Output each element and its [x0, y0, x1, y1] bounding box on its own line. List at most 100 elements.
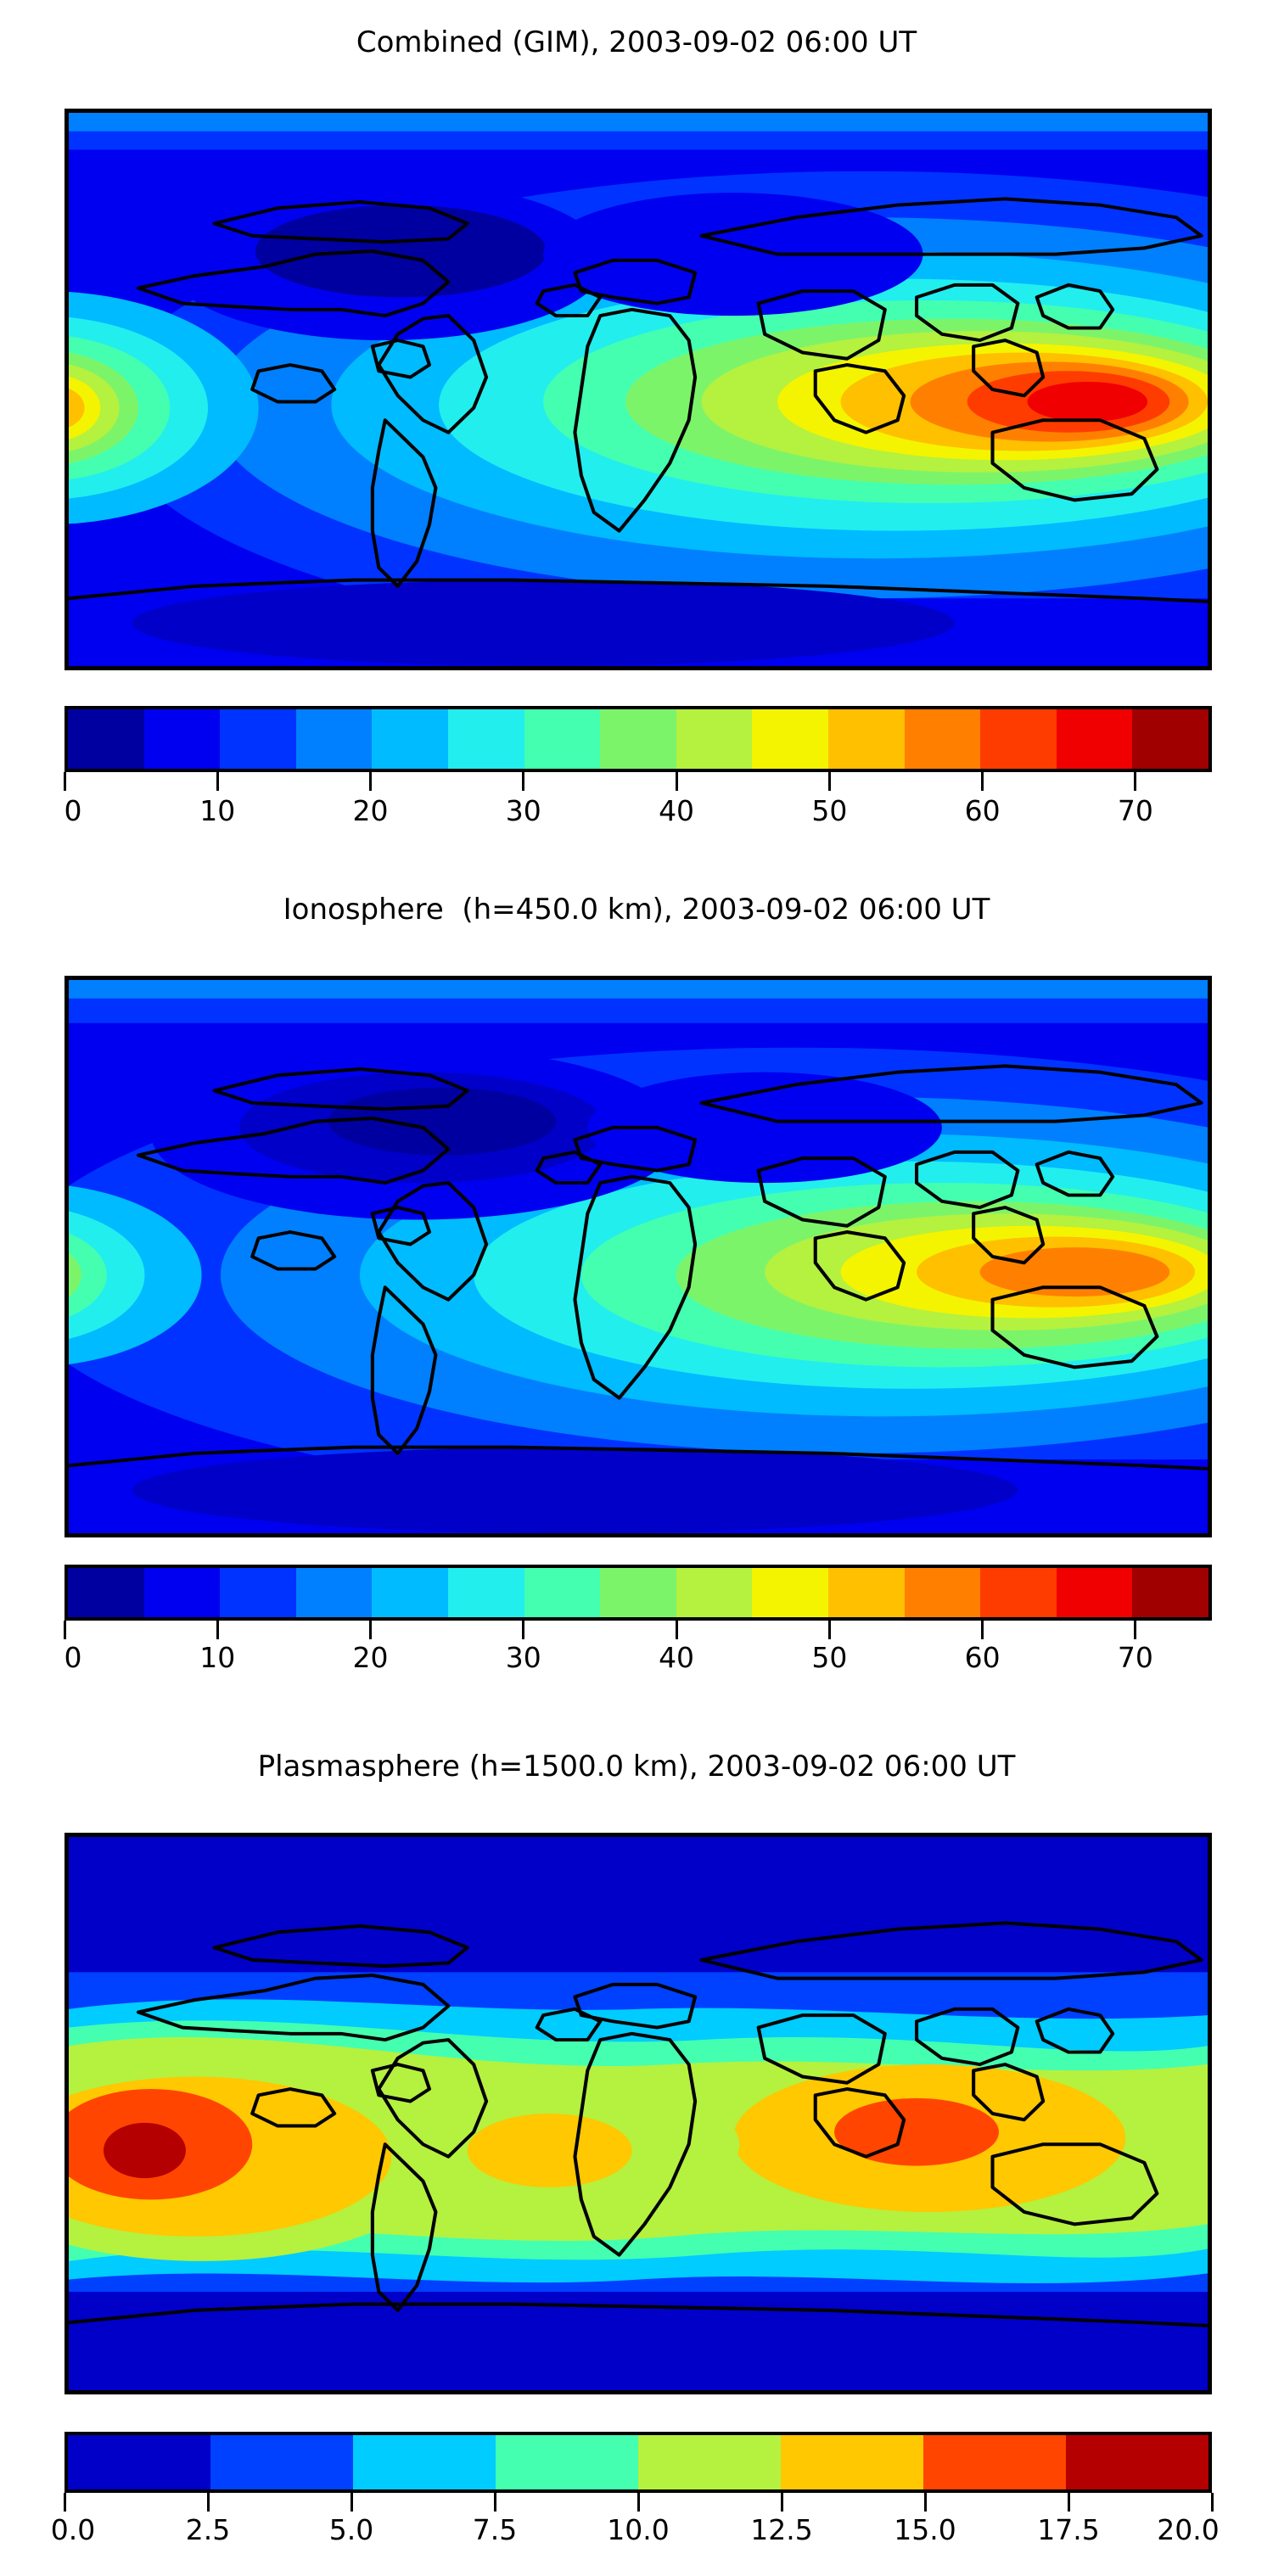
- colorbar-tick: [981, 1621, 984, 1639]
- coastlines-combined: [69, 197, 1208, 603]
- colorbar-tick-label: 10.0: [607, 2513, 670, 2546]
- colorbar-segment: [1056, 1568, 1133, 1617]
- colorbar-labels-ionosphere: 0 10 20 30 40 50 60 70: [64, 1641, 1212, 1680]
- colorbar-tick: [636, 2493, 640, 2512]
- colorbar-tick-label: 70: [1117, 794, 1153, 827]
- colorbar-tick: [1134, 772, 1137, 791]
- colorbar-tick-label: 20.0: [1157, 2513, 1220, 2546]
- colorbar-segment: [447, 1568, 524, 1617]
- colorbar-segment: [980, 709, 1057, 769]
- map-svg-plasmasphere: [69, 1837, 1208, 2390]
- colorbar-segment: [496, 2435, 638, 2489]
- colorbar-tick-label: 15.0: [894, 2513, 956, 2546]
- colorbar-tick-label: 0: [64, 794, 82, 827]
- colorbar-tick-label: 17.5: [1037, 2513, 1100, 2546]
- colorbar-tick: [493, 2493, 496, 2512]
- colorbar-tick: [369, 772, 373, 791]
- colorbar-segment: [980, 1568, 1057, 1617]
- colorbar-combined-gim: 0 10 20 30 40 50 60 70: [63, 706, 1212, 850]
- colorbar-segment: [904, 1568, 981, 1617]
- colorbar-segment: [827, 709, 905, 769]
- colorbar-tick-label: 50: [811, 1641, 848, 1674]
- colorbar-tick: [522, 1621, 525, 1639]
- colorbar-segment: [210, 2435, 353, 2489]
- map-plasmasphere: [64, 1833, 1212, 2394]
- colorbar-tick-label: 0: [64, 1641, 82, 1674]
- coastlines-plasmasphere: [69, 1921, 1208, 2327]
- map-svg-combined-gim: [69, 113, 1208, 666]
- colorbar-tick: [1067, 2493, 1070, 2512]
- colorbar-ticks-plasmasphere: [63, 2493, 1214, 2512]
- colorbar-tick-label: 20: [352, 794, 389, 827]
- panel-title-plasmasphere: Plasmasphere (h=1500.0 km), 2003-09-02 0…: [257, 1750, 1016, 1784]
- colorbar-tick-label: 60: [964, 1641, 1001, 1674]
- colorbar-tick: [981, 772, 984, 791]
- colorbar-plasmasphere: 0.0 2.5 5.0 7.5 10.0 12.5 15.0 17.5 20.0: [51, 2432, 1220, 2576]
- colorbar-tick: [1134, 1621, 1137, 1639]
- colorbar-segment: [1066, 2435, 1209, 2489]
- colorbar-segment: [676, 1568, 753, 1617]
- contour-field-ionosphere: [69, 980, 1208, 1533]
- colorbar-tick: [63, 2493, 66, 2512]
- colorbar-labels-plasmasphere: 0.0 2.5 5.0 7.5 10.0 12.5 15.0 17.5 20.0: [51, 2513, 1220, 2552]
- colorbar-segment: [372, 1568, 448, 1617]
- colorbar-tick-label: 40: [659, 794, 695, 827]
- colorbar-tick: [827, 772, 831, 791]
- colorbar-segment: [1132, 709, 1209, 769]
- colorbar-segment: [524, 709, 601, 769]
- colorbar-gradient-ionosphere: [64, 1565, 1212, 1621]
- colorbar-segment: [1056, 709, 1133, 769]
- colorbar-segment: [752, 709, 828, 769]
- panel-title-ionosphere: Ionosphere (h=450.0 km), 2003-09-02 06:0…: [283, 893, 990, 927]
- contour-field-plasmasphere: [69, 1837, 1208, 2390]
- colorbar-segment: [295, 709, 373, 769]
- colorbar-tick: [216, 1621, 219, 1639]
- colorbar-segment: [143, 709, 221, 769]
- colorbar-segment: [524, 1568, 601, 1617]
- colorbar-segment: [447, 709, 524, 769]
- colorbar-segment: [220, 1568, 296, 1617]
- colorbar-tick: [522, 772, 525, 791]
- colorbar-segment: [68, 709, 144, 769]
- colorbar-segment: [68, 1568, 144, 1617]
- colorbar-segment: [781, 2435, 923, 2489]
- colorbar-tick-label: 2.5: [185, 2513, 231, 2546]
- colorbar-segment: [752, 1568, 828, 1617]
- colorbar-tick-label: 30: [505, 794, 541, 827]
- colorbar-tick-label: 10: [199, 1641, 236, 1674]
- colorbar-tick-label: 70: [1117, 1641, 1153, 1674]
- colorbar-segment: [827, 1568, 905, 1617]
- colorbar-tick-label: 40: [659, 1641, 695, 1674]
- colorbar-ticks-combined: [63, 772, 1212, 791]
- colorbar-segment: [295, 1568, 373, 1617]
- colorbar-segment: [1132, 1568, 1209, 1617]
- colorbar-tick: [63, 772, 66, 791]
- panel-plasmasphere: Plasmasphere (h=1500.0 km), 2003-09-02 0…: [0, 1731, 1273, 2546]
- coastlines-ionosphere: [69, 1064, 1208, 1470]
- colorbar-tick: [350, 2493, 353, 2512]
- colorbar-segment: [143, 1568, 221, 1617]
- colorbar-segment: [676, 709, 753, 769]
- map-combined-gim: [64, 109, 1212, 670]
- colorbar-segment: [372, 709, 448, 769]
- colorbar-segment: [638, 2435, 781, 2489]
- colorbar-labels-combined: 0 10 20 30 40 50 60 70: [64, 794, 1212, 833]
- colorbar-segment: [220, 709, 296, 769]
- colorbar-tick: [369, 1621, 373, 1639]
- colorbar-ionosphere: 0 10 20 30 40 50 60 70: [63, 1565, 1212, 1709]
- colorbar-gradient-combined: [64, 706, 1212, 772]
- colorbar-tick-label: 7.5: [472, 2513, 518, 2546]
- colorbar-segment: [923, 2435, 1066, 2489]
- colorbar-tick-label: 60: [964, 794, 1001, 827]
- colorbar-tick: [206, 2493, 210, 2512]
- contour-field-combined: [69, 113, 1208, 666]
- colorbar-segment: [600, 1568, 676, 1617]
- colorbar-tick: [675, 1621, 678, 1639]
- colorbar-tick: [923, 2493, 927, 2512]
- colorbar-tick-label: 0.0: [50, 2513, 96, 2546]
- colorbar-segment: [600, 709, 676, 769]
- colorbar-tick: [827, 1621, 831, 1639]
- colorbar-tick-label: 30: [505, 1641, 541, 1674]
- colorbar-ticks-ionosphere: [63, 1621, 1212, 1639]
- colorbar-tick-label: 20: [352, 1641, 389, 1674]
